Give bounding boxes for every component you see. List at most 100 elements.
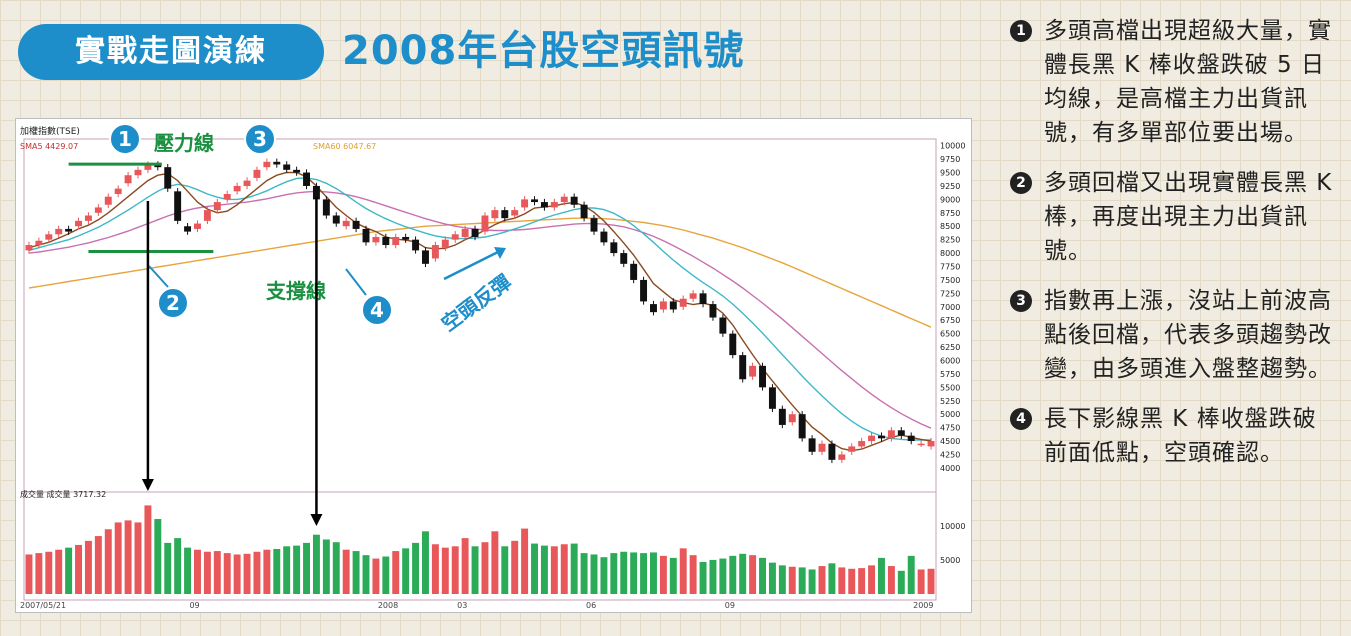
volume-bar [422,531,429,594]
volume-bar [808,569,816,594]
volume-arrow-3-head [310,514,323,526]
volume-bar [828,563,836,594]
volume-bar [154,519,162,594]
candle-body [659,301,667,310]
candle-body [55,228,63,235]
candle-body [431,245,439,259]
volume-bar [35,553,43,594]
y-tick-label: 4250 [940,450,960,459]
volume-bar [729,555,737,594]
candle-body [451,234,459,240]
sma10-line [28,177,931,441]
candle-body [650,304,657,313]
y-tick-label: 9750 [940,155,960,164]
y-tick-label: 4000 [940,464,960,473]
volume-bar [778,565,786,594]
candle-body [759,365,766,388]
candle-body [352,220,360,229]
candle-body [124,175,132,184]
note-number: 3 [1010,290,1032,312]
candle-body [749,365,757,377]
volume-bar [491,531,499,594]
volume-bar [907,555,915,594]
volume-arrow-1-head [141,479,154,491]
note-text: 多頭回檔又出現實體長黑 K 棒，再度出現主力出貨訊號。 [1044,170,1333,264]
volume-bar [679,548,687,594]
candle-body [828,443,836,460]
y-tick-label: 5250 [940,397,960,406]
candle-body [927,441,935,447]
volume-bar [768,562,776,594]
volume-bar [550,546,558,594]
candle-body [679,298,687,307]
candle-body [838,454,846,460]
candle-body [243,180,251,186]
y-tick-label: 9250 [940,182,960,191]
y-tick-label: 7500 [940,276,960,285]
volume-bar [203,551,211,594]
candle-body [709,304,717,318]
volume-bar [312,534,320,594]
volume-bar [194,549,201,594]
y-tick-label: 7250 [940,289,960,298]
note-item: 1 多頭高檔出現超級大量，實體長黑 K 棒收盤跌破 5 日均線，是高檔主力出貨訊… [1010,14,1340,150]
volume-bar [431,544,439,594]
badge: 實戰走圖演練 [18,24,324,80]
candle-body [84,215,92,221]
volume-bar [838,567,846,594]
volume-bar [233,554,241,594]
volume-bar [134,522,142,594]
volume-bar [94,536,102,594]
y-tick-label: 10000 [940,142,965,151]
note-text: 多頭高檔出現超級大量，實體長黑 K 棒收盤跌破 5 日均線，是高檔主力出貨訊號，… [1044,18,1332,146]
candle-body [868,435,876,442]
candle-body [402,236,410,240]
marker-number: 3 [253,127,267,151]
candle-body [154,164,162,168]
volume-bar [521,528,529,594]
volume-bar [788,566,796,594]
volume-bar [104,529,112,594]
y-tick-label: 8750 [940,209,960,218]
y-tick-label: 9000 [940,195,960,204]
x-tick-label: 2009 [913,601,933,610]
volume-bar [560,544,568,594]
candle-body [848,446,856,452]
x-tick-label: 2007/05/21 [20,601,66,610]
volume-bar [759,557,766,594]
candle-body [441,239,449,248]
candle-body [620,253,628,264]
sma5-legend: SMA5 4429.07 [20,142,78,151]
price-panel-frame [23,138,937,493]
candle-body [382,236,390,246]
page-title: 2008年台股空頭訊號 [342,28,745,74]
y-tick-label: 6750 [940,316,960,325]
candle-body [253,169,261,178]
volume-bar [84,540,92,594]
volume-bar [798,567,806,594]
candle-body [263,161,271,168]
candle-body [600,231,608,243]
volume-bar [75,544,82,594]
candle-body [312,185,320,200]
volume-bar [322,539,330,594]
volume-bar [719,558,727,594]
volume-bar [630,552,638,594]
y-tick-label: 4750 [940,424,960,433]
sma5-line [28,171,932,452]
volume-bar [392,551,400,594]
note-text: 指數再上漲，沒站上前波高點後回檔，代表多頭趨勢改變，由多頭進入盤整趨勢。 [1044,288,1332,382]
note-item: 3 指數再上漲，沒站上前波高點後回檔，代表多頭趨勢改變，由多頭進入盤整趨勢。 [1010,284,1340,386]
y-tick-label: 6000 [940,356,960,365]
volume-bar [362,555,370,594]
y-tick-label: 8000 [940,249,960,258]
candle-body [550,202,558,208]
marker-number: 2 [166,291,180,315]
volume-bar [709,559,717,594]
candle-body [560,196,568,203]
y-tick-label: 5000 [940,410,960,419]
volume-bar [114,522,122,594]
x-tick-label: 09 [725,601,735,610]
candle-body [114,188,122,195]
candle-body [471,228,479,237]
